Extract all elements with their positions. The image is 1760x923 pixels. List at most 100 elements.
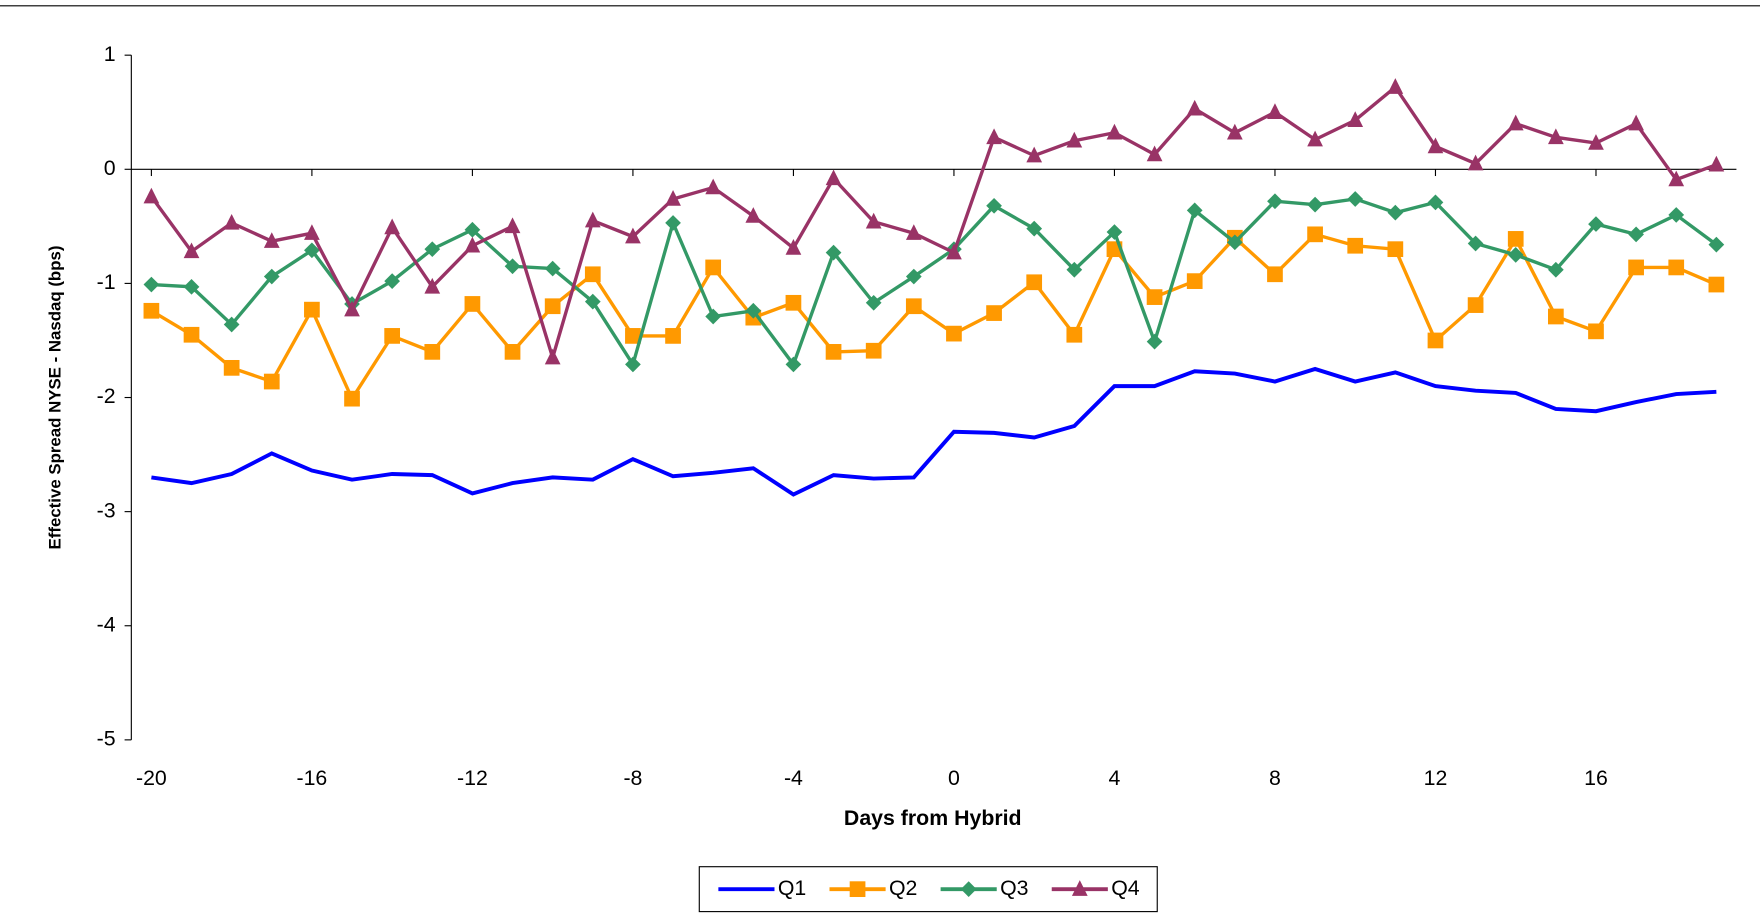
marker	[1668, 259, 1685, 276]
y-tick-label: -3	[97, 498, 116, 522]
x-tick-label: 0	[948, 766, 960, 790]
marker	[1026, 146, 1043, 163]
series-line	[151, 197, 1718, 369]
marker	[1066, 326, 1083, 343]
marker	[825, 169, 842, 186]
marker	[263, 268, 280, 285]
marker	[424, 277, 441, 294]
marker	[946, 325, 962, 342]
marker	[183, 242, 200, 259]
marker	[1347, 191, 1364, 207]
marker	[424, 344, 441, 360]
legend-label: Q2	[889, 876, 917, 900]
marker	[625, 227, 641, 244]
marker	[705, 178, 722, 195]
marker	[785, 294, 802, 311]
y-tick-label: -4	[97, 612, 116, 636]
y-axis-title: Effective Spread NYSE - Nasdaq (bps)	[46, 246, 65, 550]
marker	[865, 212, 882, 229]
marker	[986, 197, 1002, 214]
legend-label: Q1	[778, 876, 806, 900]
marker	[464, 296, 481, 312]
marker	[905, 268, 922, 285]
x-tick-label: -8	[623, 766, 642, 790]
marker	[865, 294, 882, 311]
marker	[705, 308, 722, 325]
marker	[1588, 134, 1604, 150]
marker	[1467, 297, 1484, 313]
marker	[946, 243, 962, 260]
y-tick-label: -1	[97, 270, 116, 294]
marker	[1467, 235, 1484, 252]
marker	[1547, 308, 1564, 325]
marker	[464, 236, 481, 253]
marker	[1106, 123, 1123, 140]
marker	[1066, 131, 1083, 148]
marker	[665, 189, 681, 206]
x-tick-label: 4	[1109, 766, 1121, 790]
marker	[1387, 241, 1404, 258]
marker	[1427, 332, 1444, 349]
x-axis-title: Days from Hybrid	[844, 806, 1022, 830]
marker	[825, 344, 842, 360]
marker	[865, 342, 882, 359]
marker	[986, 128, 1002, 145]
marker	[625, 356, 641, 373]
marker	[1186, 202, 1203, 219]
marker	[1507, 114, 1524, 131]
marker	[143, 302, 160, 319]
marker	[905, 224, 922, 240]
marker	[745, 302, 762, 319]
x-tick-label: 16	[1584, 766, 1608, 790]
marker	[344, 300, 360, 317]
marker	[1628, 226, 1644, 243]
marker	[1226, 123, 1243, 140]
marker	[1347, 111, 1364, 127]
y-tick-label: -2	[97, 384, 116, 408]
marker	[143, 276, 160, 293]
marker	[223, 359, 240, 376]
x-tick-label: 12	[1424, 766, 1448, 790]
x-tick-label: -4	[784, 766, 803, 790]
marker	[223, 213, 240, 230]
marker	[1186, 99, 1203, 116]
marker	[1427, 194, 1444, 211]
marker	[1628, 114, 1644, 131]
marker	[665, 328, 681, 344]
marker	[304, 301, 320, 318]
marker	[504, 217, 521, 234]
marker	[384, 328, 401, 344]
marker	[544, 260, 561, 277]
marker	[1146, 289, 1163, 305]
marker	[1708, 236, 1725, 253]
y-tick-label: -5	[97, 726, 116, 750]
marker	[1668, 170, 1685, 187]
x-tick-label: -16	[296, 766, 327, 790]
x-tick-label: 8	[1269, 766, 1281, 790]
marker	[1186, 273, 1203, 289]
marker	[183, 278, 200, 295]
marker	[1387, 78, 1404, 94]
marker	[665, 215, 681, 231]
legend-label: Q4	[1111, 876, 1140, 900]
marker	[1026, 220, 1043, 237]
marker	[745, 207, 762, 223]
marker	[1507, 231, 1524, 247]
marker	[705, 259, 722, 276]
marker	[263, 373, 280, 390]
marker	[1668, 207, 1685, 223]
marker	[1026, 274, 1043, 291]
marker	[1427, 137, 1444, 154]
marker	[1467, 154, 1484, 171]
marker	[1071, 880, 1088, 896]
marker	[625, 328, 641, 344]
marker	[1267, 266, 1283, 283]
marker	[1267, 103, 1283, 119]
x-tick-label: -12	[457, 766, 488, 790]
marker	[986, 305, 1002, 321]
marker	[905, 298, 922, 315]
marker	[1106, 224, 1123, 240]
marker	[1347, 237, 1364, 254]
marker	[1387, 204, 1404, 221]
